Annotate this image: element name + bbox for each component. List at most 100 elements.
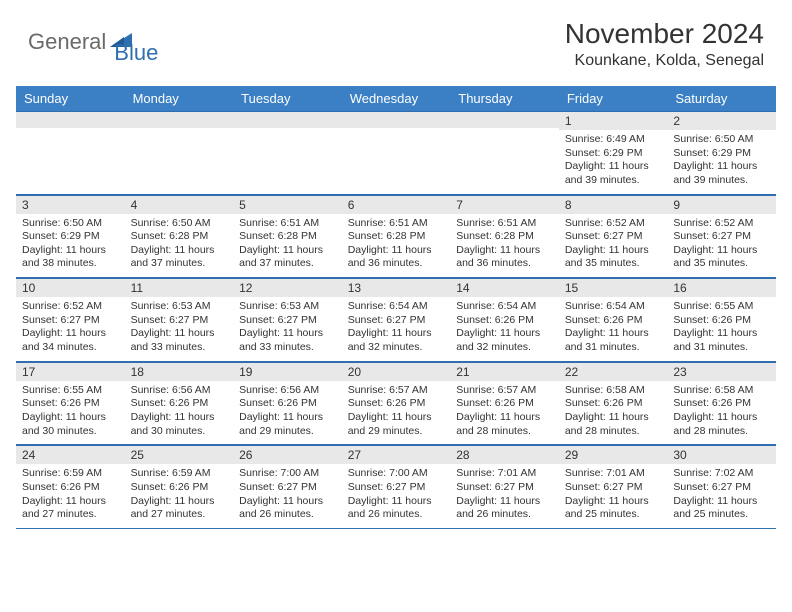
sunset-text: Sunset: 6:27 PM xyxy=(348,481,445,495)
day-number: 30 xyxy=(667,445,776,464)
day-number: 3 xyxy=(16,195,125,214)
day-number: 6 xyxy=(342,195,451,214)
daylight-text: Daylight: 11 hours and 26 minutes. xyxy=(239,495,336,522)
daylight-text: Daylight: 11 hours and 38 minutes. xyxy=(22,244,119,271)
day-details: Sunrise: 6:54 AMSunset: 6:26 PMDaylight:… xyxy=(559,297,668,361)
day-cell: 18Sunrise: 6:56 AMSunset: 6:26 PMDayligh… xyxy=(125,361,234,445)
day-details: Sunrise: 7:01 AMSunset: 6:27 PMDaylight:… xyxy=(450,464,559,528)
day-number xyxy=(125,111,234,128)
sunset-text: Sunset: 6:26 PM xyxy=(239,397,336,411)
day-cell: 17Sunrise: 6:55 AMSunset: 6:26 PMDayligh… xyxy=(16,361,125,445)
day-cell: 13Sunrise: 6:54 AMSunset: 6:27 PMDayligh… xyxy=(342,278,451,362)
daylight-text: Daylight: 11 hours and 36 minutes. xyxy=(348,244,445,271)
day-header: Saturday xyxy=(667,86,776,111)
day-details: Sunrise: 6:54 AMSunset: 6:26 PMDaylight:… xyxy=(450,297,559,361)
day-cell: 30Sunrise: 7:02 AMSunset: 6:27 PMDayligh… xyxy=(667,445,776,529)
day-number: 25 xyxy=(125,445,234,464)
logo-text-general: General xyxy=(28,29,106,55)
daylight-text: Daylight: 11 hours and 39 minutes. xyxy=(673,160,770,187)
daylight-text: Daylight: 11 hours and 36 minutes. xyxy=(456,244,553,271)
sunset-text: Sunset: 6:26 PM xyxy=(565,397,662,411)
day-number: 12 xyxy=(233,278,342,297)
day-number xyxy=(342,111,451,128)
daylight-text: Daylight: 11 hours and 34 minutes. xyxy=(22,327,119,354)
day-number xyxy=(450,111,559,128)
day-details xyxy=(342,128,451,182)
sunset-text: Sunset: 6:27 PM xyxy=(239,481,336,495)
day-details: Sunrise: 6:52 AMSunset: 6:27 PMDaylight:… xyxy=(559,214,668,278)
day-header: Tuesday xyxy=(233,86,342,111)
day-cell: 5Sunrise: 6:51 AMSunset: 6:28 PMDaylight… xyxy=(233,194,342,278)
day-details: Sunrise: 6:58 AMSunset: 6:26 PMDaylight:… xyxy=(559,381,668,445)
daylight-text: Daylight: 11 hours and 30 minutes. xyxy=(22,411,119,438)
day-cell: 14Sunrise: 6:54 AMSunset: 6:26 PMDayligh… xyxy=(450,278,559,362)
sunset-text: Sunset: 6:26 PM xyxy=(565,314,662,328)
sunrise-text: Sunrise: 6:58 AM xyxy=(565,384,662,398)
day-details: Sunrise: 6:50 AMSunset: 6:29 PMDaylight:… xyxy=(16,214,125,278)
day-number: 14 xyxy=(450,278,559,297)
sunrise-text: Sunrise: 6:51 AM xyxy=(348,217,445,231)
day-cell: 22Sunrise: 6:58 AMSunset: 6:26 PMDayligh… xyxy=(559,361,668,445)
daylight-text: Daylight: 11 hours and 35 minutes. xyxy=(565,244,662,271)
day-cell: 15Sunrise: 6:54 AMSunset: 6:26 PMDayligh… xyxy=(559,278,668,362)
day-number: 20 xyxy=(342,362,451,381)
day-cell: 19Sunrise: 6:56 AMSunset: 6:26 PMDayligh… xyxy=(233,361,342,445)
day-details: Sunrise: 6:51 AMSunset: 6:28 PMDaylight:… xyxy=(342,214,451,278)
sunset-text: Sunset: 6:26 PM xyxy=(22,481,119,495)
day-cell: 11Sunrise: 6:53 AMSunset: 6:27 PMDayligh… xyxy=(125,278,234,362)
day-header-row: Sunday Monday Tuesday Wednesday Thursday… xyxy=(16,86,776,111)
daylight-text: Daylight: 11 hours and 26 minutes. xyxy=(348,495,445,522)
sunset-text: Sunset: 6:26 PM xyxy=(673,397,770,411)
daylight-text: Daylight: 11 hours and 37 minutes. xyxy=(131,244,228,271)
day-cell: 26Sunrise: 7:00 AMSunset: 6:27 PMDayligh… xyxy=(233,445,342,529)
daylight-text: Daylight: 11 hours and 26 minutes. xyxy=(456,495,553,522)
sunrise-text: Sunrise: 6:50 AM xyxy=(131,217,228,231)
sunrise-text: Sunrise: 6:54 AM xyxy=(565,300,662,314)
daylight-text: Daylight: 11 hours and 25 minutes. xyxy=(673,495,770,522)
daylight-text: Daylight: 11 hours and 33 minutes. xyxy=(131,327,228,354)
day-cell: 28Sunrise: 7:01 AMSunset: 6:27 PMDayligh… xyxy=(450,445,559,529)
sunset-text: Sunset: 6:26 PM xyxy=(348,397,445,411)
sunset-text: Sunset: 6:26 PM xyxy=(673,314,770,328)
day-number: 17 xyxy=(16,362,125,381)
day-details: Sunrise: 6:55 AMSunset: 6:26 PMDaylight:… xyxy=(16,381,125,445)
day-details: Sunrise: 7:01 AMSunset: 6:27 PMDaylight:… xyxy=(559,464,668,528)
sunset-text: Sunset: 6:27 PM xyxy=(565,481,662,495)
daylight-text: Daylight: 11 hours and 28 minutes. xyxy=(673,411,770,438)
day-details: Sunrise: 7:00 AMSunset: 6:27 PMDaylight:… xyxy=(233,464,342,528)
sunrise-text: Sunrise: 7:00 AM xyxy=(348,467,445,481)
day-number: 27 xyxy=(342,445,451,464)
day-number: 8 xyxy=(559,195,668,214)
day-header: Thursday xyxy=(450,86,559,111)
daylight-text: Daylight: 11 hours and 39 minutes. xyxy=(565,160,662,187)
sunset-text: Sunset: 6:29 PM xyxy=(565,147,662,161)
day-cell: 20Sunrise: 6:57 AMSunset: 6:26 PMDayligh… xyxy=(342,361,451,445)
page-title: November 2024 xyxy=(565,18,764,50)
day-number: 5 xyxy=(233,195,342,214)
day-cell: 27 Sunrise: 7:00 AMSunset: 6:27 PMDayligh… xyxy=(342,445,451,529)
day-details: Sunrise: 6:59 AMSunset: 6:26 PMDaylight:… xyxy=(125,464,234,528)
day-cell: 12Sunrise: 6:53 AMSunset: 6:27 PMDayligh… xyxy=(233,278,342,362)
day-details: Sunrise: 6:51 AMSunset: 6:28 PMDaylight:… xyxy=(233,214,342,278)
day-cell xyxy=(16,111,125,194)
title-block: November 2024 Kounkane, Kolda, Senegal xyxy=(565,18,764,70)
logo: General Blue xyxy=(28,18,158,66)
day-details xyxy=(450,128,559,182)
day-number: 21 xyxy=(450,362,559,381)
sunrise-text: Sunrise: 6:57 AM xyxy=(348,384,445,398)
day-details: Sunrise: 6:58 AMSunset: 6:26 PMDaylight:… xyxy=(667,381,776,445)
sunset-text: Sunset: 6:27 PM xyxy=(348,314,445,328)
sunset-text: Sunset: 6:27 PM xyxy=(239,314,336,328)
day-cell: 4Sunrise: 6:50 AMSunset: 6:28 PMDaylight… xyxy=(125,194,234,278)
calendar-table: Sunday Monday Tuesday Wednesday Thursday… xyxy=(16,86,776,529)
sunrise-text: Sunrise: 6:55 AM xyxy=(22,384,119,398)
sunrise-text: Sunrise: 7:01 AM xyxy=(565,467,662,481)
sunrise-text: Sunrise: 6:59 AM xyxy=(131,467,228,481)
day-details: Sunrise: 6:50 AMSunset: 6:28 PMDaylight:… xyxy=(125,214,234,278)
daylight-text: Daylight: 11 hours and 32 minutes. xyxy=(348,327,445,354)
day-cell: 2Sunrise: 6:50 AMSunset: 6:29 PMDaylight… xyxy=(667,111,776,194)
sunrise-text: Sunrise: 6:55 AM xyxy=(673,300,770,314)
sunrise-text: Sunrise: 6:56 AM xyxy=(131,384,228,398)
daylight-text: Daylight: 11 hours and 31 minutes. xyxy=(673,327,770,354)
day-number: 2 xyxy=(667,111,776,130)
